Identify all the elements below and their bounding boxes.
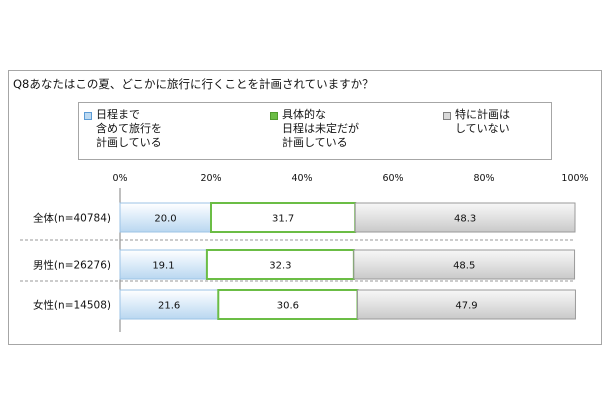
x-tick-label: 80%: [473, 173, 494, 184]
legend-label-3: 特に計画は していない: [455, 108, 510, 135]
category-label: 男性(n=26276): [33, 259, 111, 272]
data-label: 48.3: [454, 214, 476, 225]
data-label: 47.9: [455, 301, 477, 312]
x-tick-label: 40%: [291, 173, 312, 184]
data-label: 48.5: [453, 261, 475, 272]
legend-item-3: 特に計画は していない: [443, 108, 510, 136]
bar-segment: [205, 249, 355, 280]
bar-segment: [353, 249, 576, 280]
legend-swatch-3: [443, 112, 451, 120]
bar-segment: [357, 289, 576, 320]
data-label: 19.1: [152, 261, 174, 272]
x-tick-label: 60%: [382, 173, 403, 184]
legend-item-1: 日程まで 含めて旅行を 計画している: [84, 108, 162, 150]
bar-segment: [354, 202, 576, 233]
data-label: 32.3: [269, 261, 291, 272]
bar-segment: [119, 202, 212, 233]
x-tick-label: 0%: [112, 173, 127, 184]
legend: [78, 102, 552, 160]
data-label: 20.0: [154, 214, 176, 225]
category-label: 全体(n=40784): [33, 212, 111, 225]
bar-segment: [119, 249, 208, 280]
legend-item-2: 具体的な 日程は未定だが 計画している: [270, 108, 359, 150]
legend-swatch-2: [270, 112, 278, 120]
category-label: 女性(n=14508): [33, 299, 111, 312]
bar-segment: [119, 289, 219, 320]
bar-segment: [210, 202, 357, 233]
data-label: 31.7: [272, 214, 294, 225]
data-label: 30.6: [277, 301, 299, 312]
x-tick-label: 100%: [561, 173, 588, 184]
data-label: 21.6: [158, 301, 180, 312]
legend-swatch-1: [84, 112, 92, 120]
chart-question-title: Q8あなたはこの夏、どこかに旅行に行くことを計画されていますか？: [13, 77, 374, 91]
legend-label-1: 日程まで 含めて旅行を 計画している: [96, 108, 162, 149]
x-tick-label: 20%: [200, 173, 221, 184]
legend-label-2: 具体的な 日程は未定だが 計画している: [282, 108, 359, 149]
